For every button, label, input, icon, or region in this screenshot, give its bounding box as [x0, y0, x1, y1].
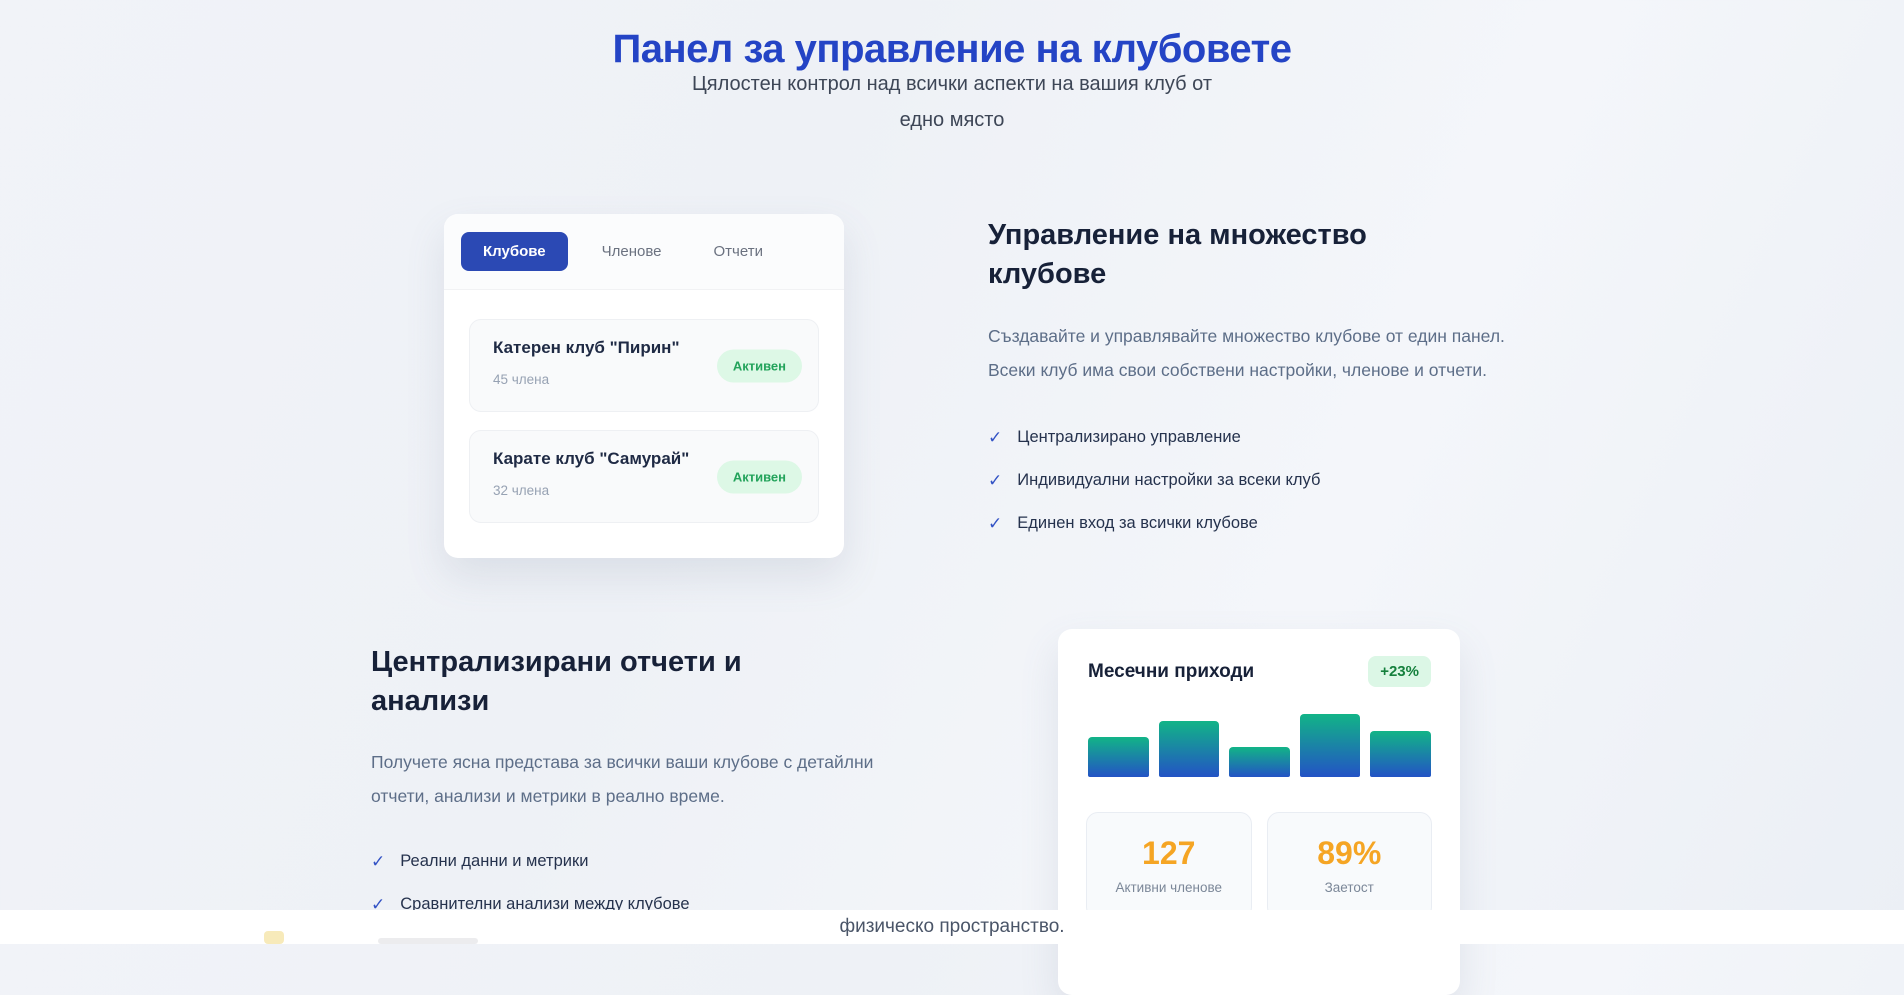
club-member-count: 45 члена	[493, 372, 550, 387]
checklist-item-label: Единен вход за всички клубове	[1017, 514, 1258, 532]
feature-reports-description: Получете ясна представа за всички ваши к…	[371, 752, 874, 806]
check-icon: ✓	[988, 427, 1003, 447]
checklist-item: ✓ Централизирано управление	[988, 416, 1553, 459]
club-row-pirin: Катерен клуб "Пирин" 45 члена Активен	[469, 319, 819, 412]
revenue-card-header: Месечни приходи +23%	[1058, 629, 1460, 687]
stat-box-active-members: 127 Активни членове	[1086, 812, 1252, 919]
revenue-bar-chart	[1088, 714, 1431, 777]
stat-box-occupancy: 89% Заетост	[1266, 812, 1432, 919]
feature-multi-clubs-section: Управление на множество клубове Създавай…	[988, 216, 1553, 545]
check-icon: ✓	[988, 470, 1003, 490]
club-list: Катерен клуб "Пирин" 45 члена Активен Ка…	[444, 290, 844, 552]
clubs-demo-card: Клубове Членове Отчети Катерен клуб "Пир…	[444, 214, 844, 558]
tab-clubs[interactable]: Клубове	[461, 232, 568, 271]
checklist-item-label: Централизирано управление	[1017, 428, 1241, 446]
checklist-item-label: Реални данни и метрики	[400, 852, 589, 870]
feature-multi-clubs-heading: Управление на множество клубове	[988, 219, 1367, 290]
check-icon: ✓	[371, 851, 386, 871]
next-section-text: физическо пространство.	[839, 916, 1065, 937]
feature-multi-clubs-checklist: ✓ Централизирано управление ✓ Индивидуал…	[988, 416, 1553, 545]
revenue-bar	[1158, 721, 1220, 777]
tabs-bar: Клубове Членове Отчети	[444, 214, 844, 290]
feature-reports-checklist: ✓ Реални данни и метрики ✓ Сравнителни а…	[371, 840, 931, 926]
next-section-peek-bar	[378, 938, 478, 944]
next-section-band: физическо пространство.	[0, 910, 1904, 944]
next-section-peek-icon	[264, 931, 284, 944]
tab-members[interactable]: Членове	[584, 232, 680, 271]
club-name: Катерен клуб "Пирин"	[493, 338, 680, 357]
tab-reports[interactable]: Отчети	[696, 232, 781, 271]
revenue-bar	[1229, 747, 1290, 777]
feature-reports-heading: Централизирани отчети и анализи	[371, 646, 742, 717]
club-status-badge: Активен	[716, 349, 802, 382]
page-subtitle-line1: Цялостен контрол над всички аспекти на в…	[691, 73, 1213, 95]
club-member-count: 32 члена	[493, 483, 550, 498]
trend-badge: +23%	[1368, 656, 1431, 687]
revenue-card-title: Месечни приходи	[1088, 660, 1255, 682]
stat-label: Активни членове	[1115, 880, 1223, 895]
check-icon: ✓	[988, 513, 1003, 533]
page-subtitle: Цялостен контрол над всички аспекти на в…	[0, 66, 1904, 138]
check-icon: ✓	[371, 894, 386, 914]
checklist-item: ✓ Единен вход за всички клубове	[988, 502, 1553, 545]
feature-multi-clubs-description: Създавайте и управлявайте множество клуб…	[988, 326, 1505, 380]
stats-row: 127 Активни членове 89% Заетост	[1086, 812, 1432, 919]
revenue-bar	[1299, 714, 1361, 777]
stat-label: Заетост	[1324, 880, 1374, 895]
page-title: Панел за управление на клубовете	[612, 26, 1292, 71]
checklist-item: ✓ Индивидуални настройки за всеки клуб	[988, 459, 1553, 502]
revenue-bar	[1088, 737, 1149, 777]
feature-reports-section: Централизирани отчети и анализи Получете…	[371, 643, 931, 926]
stat-value: 127	[1142, 835, 1196, 871]
checklist-item-label: Сравнителни анализи между клубове	[400, 895, 690, 913]
checklist-item-label: Индивидуални настройки за всеки клуб	[1017, 471, 1321, 489]
club-status-badge: Активен	[716, 460, 802, 493]
checklist-item: ✓ Реални данни и метрики	[371, 840, 931, 883]
club-row-samurai: Карате клуб "Самурай" 32 члена Активен	[469, 430, 819, 523]
revenue-bar	[1370, 731, 1431, 777]
page-subtitle-line2: едно място	[899, 109, 1005, 131]
club-name: Карате клуб "Самурай"	[493, 449, 690, 468]
stat-value: 89%	[1317, 835, 1382, 871]
checklist-item: ✓ Сравнителни анализи между клубове	[371, 883, 931, 926]
